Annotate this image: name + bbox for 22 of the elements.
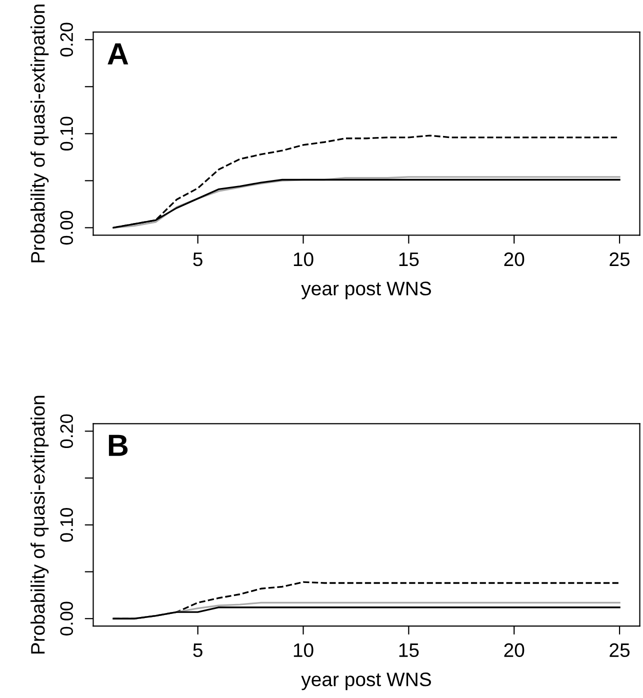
- y-tick-label: 0.00: [60, 602, 73, 636]
- y-tick-label: 0.20: [60, 414, 73, 448]
- x-axis-title: year post WNS: [301, 282, 431, 300]
- y-axis-title: Probability of quasi-extirpation: [30, 396, 49, 654]
- x-tick-label: 15: [399, 643, 419, 658]
- x-axis-title: year post WNS: [301, 672, 431, 690]
- annotation: A: [108, 43, 128, 64]
- y-tick-label: 0.20: [60, 22, 73, 56]
- y-tick-label: 0.10: [60, 508, 73, 542]
- x-tick-label: 5: [193, 643, 202, 658]
- x-tick-label: 20: [504, 643, 524, 658]
- x-tick-label: 20: [504, 252, 524, 266]
- y-axis-title: Probability of quasi-extirpation: [30, 4, 49, 262]
- annotation: B: [108, 434, 128, 456]
- x-tick-label: 25: [610, 252, 630, 266]
- x-tick-label: 25: [610, 643, 630, 658]
- y-tick-label: 0.00: [60, 210, 73, 245]
- y-tick-label: 0.10: [60, 116, 73, 151]
- x-tick-label: 10: [294, 252, 314, 266]
- x-tick-label: 15: [399, 252, 419, 266]
- x-tick-label: 10: [294, 643, 314, 658]
- x-tick-label: 5: [193, 252, 202, 266]
